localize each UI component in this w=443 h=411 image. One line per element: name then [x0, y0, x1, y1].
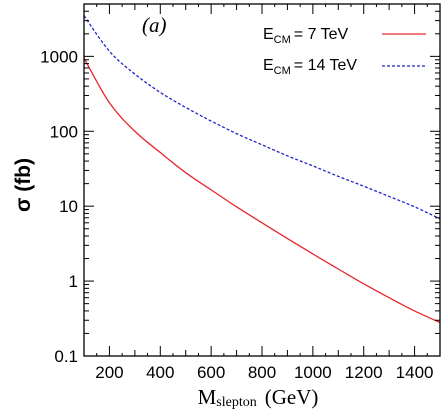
x-axis-label-unit: (GeV)	[265, 385, 319, 409]
y-axis-label: σ (fb)	[12, 158, 35, 212]
legend: ECM = 7 TeV ECM = 14 TeV	[263, 26, 426, 77]
y-tick-label: 100	[50, 122, 78, 141]
legend-14tev-value: = 14 TeV	[294, 57, 358, 74]
legend-7tev-main: E	[263, 26, 274, 43]
y-tick-label: 1	[69, 272, 78, 291]
legend-14tev-main: E	[263, 57, 274, 74]
x-axis-label-sub: slepton	[216, 395, 256, 410]
legend-entry-7tev: ECM = 7 TeV	[263, 26, 426, 46]
series-layer	[83, 15, 441, 324]
legend-entry-14tev: ECM = 14 TeV	[263, 57, 426, 77]
x-axis-label: Mslepton (GeV)	[198, 385, 319, 410]
plot-frame	[83, 3, 441, 357]
x-tick-label: 200	[95, 363, 123, 382]
series-line-14tev	[83, 15, 441, 220]
y-tick-label: 1000	[40, 47, 78, 66]
x-tick-label: 600	[197, 363, 225, 382]
y-tick-label: 0.1	[54, 347, 78, 366]
y-tick-label: 10	[59, 197, 78, 216]
series-line-7tev	[83, 57, 441, 324]
x-tick-label: 400	[146, 363, 174, 382]
legend-14tev-sub: CM	[274, 65, 291, 77]
svg-text:ECM= 14 TeV: ECM = 14 TeV	[263, 57, 357, 77]
legend-7tev-value: = 7 TeV	[294, 26, 349, 43]
legend-7tev-sub: CM	[274, 34, 291, 46]
panel-label: (a)	[142, 13, 167, 37]
svg-text:ECM= 7 TeV: ECM = 7 TeV	[263, 26, 349, 46]
x-tick-label: 1400	[396, 363, 434, 382]
x-tick-label: 800	[248, 363, 276, 382]
x-axis-label-main: M	[198, 385, 217, 409]
x-tick-label: 1200	[345, 363, 383, 382]
x-tick-label: 1000	[294, 363, 332, 382]
ticks-layer: 200 400 600 800 1000 1200 1400 0.1 1 10 100 1000	[40, 3, 440, 382]
